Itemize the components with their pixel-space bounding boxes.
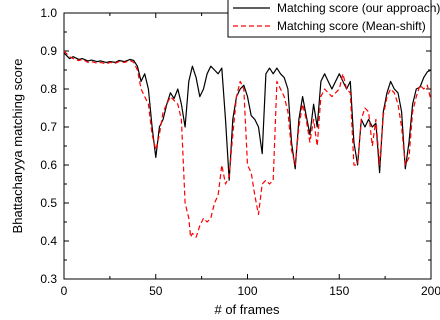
series-line-mean-shift <box>63 50 432 238</box>
y-tick-label: 0.3 <box>40 272 57 286</box>
legend-label-our-approach: Matching score (our approach) <box>277 1 440 15</box>
y-tick-label: 0.6 <box>40 158 57 172</box>
y-tick-label: 0.8 <box>40 82 57 96</box>
axis-tick-labels: 0 50 100 150 200 0.3 0.4 0.5 0.6 0.7 0.8 0.9 1.0 <box>40 6 440 298</box>
x-tick-label: 50 <box>149 284 163 298</box>
legend: Matching score (our approach) Matching s… <box>227 0 440 38</box>
series-line-our-approach <box>63 52 432 181</box>
series-layer <box>63 50 432 238</box>
y-axis-title: Bhattacharyya matching score <box>10 59 25 234</box>
x-axis-title: # of frames <box>214 302 280 317</box>
x-tick-label: 0 <box>61 284 68 298</box>
y-tick-label: 0.9 <box>40 44 57 58</box>
y-tick-label: 0.4 <box>40 234 57 248</box>
legend-label-mean-shift: Matching score (Mean-shift) <box>277 19 426 33</box>
y-tick-label: 1.0 <box>40 6 57 20</box>
y-tick-label: 0.7 <box>40 120 57 134</box>
x-tick-label: 100 <box>237 284 257 298</box>
plot-frame <box>63 12 432 280</box>
x-tick-label: 150 <box>329 284 349 298</box>
legend-box <box>227 0 432 38</box>
x-tick-label: 200 <box>421 284 440 298</box>
axis-ticks <box>63 12 432 280</box>
y-tick-label: 0.5 <box>40 196 57 210</box>
